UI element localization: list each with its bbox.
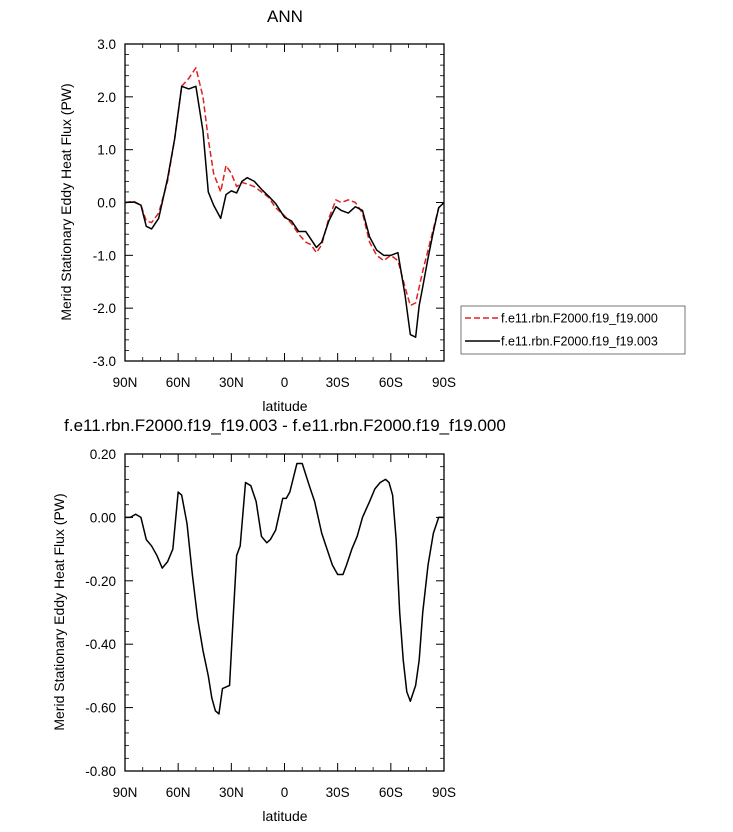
y-tick-label: 0.0 — [97, 196, 116, 211]
top-series-line-1 — [124, 85, 445, 338]
top-y-tick-labels: 3.0 2.0 1.0 0.0 -1.0 -2.0 -3.0 — [93, 37, 116, 369]
x-tick-label: 60N — [166, 785, 191, 800]
legend-label-series-003: f.e11.rbn.F2000.f19_f19.003 — [501, 335, 658, 349]
x-tick-label: 30N — [219, 785, 244, 800]
bottom-plot-frame — [124, 453, 445, 772]
x-tick-label: 30S — [326, 375, 350, 390]
bottom-x-axis-label: latitude — [262, 808, 307, 824]
legend-box — [460, 305, 686, 355]
y-tick-label: 1.0 — [97, 143, 116, 158]
top-axis-ticks — [124, 43, 445, 362]
top-x-axis-label: latitude — [262, 398, 307, 414]
x-tick-label: 30N — [219, 375, 244, 390]
bottom-x-tick-labels: 90N 60N 30N 0 30S 60S 90S — [113, 785, 456, 800]
y-tick-label: -1.0 — [93, 248, 116, 263]
y-tick-label: -0.60 — [85, 701, 116, 716]
bottom-y-tick-labels: 0.20 0.00 -0.20 -0.40 -0.60 -0.80 — [85, 447, 116, 779]
x-tick-label: 0 — [281, 375, 289, 390]
top-panel: ANN 3.0 2.0 1.0 0.0 -1.0 -2.0 -3.0 90N 60N 30N 0 3… — [58, 7, 686, 414]
x-tick-label: 60N — [166, 375, 191, 390]
top-plot-frame — [124, 43, 445, 362]
y-tick-label: -0.80 — [85, 764, 116, 779]
bottom-series-lines — [125, 462, 444, 715]
y-tick-label: -3.0 — [93, 354, 116, 369]
x-tick-label: 30S — [326, 785, 350, 800]
y-tick-label: -0.40 — [85, 637, 116, 652]
bottom-axis-ticks — [124, 453, 445, 772]
y-tick-label: 0.20 — [90, 447, 116, 462]
top-legend: f.e11.rbn.F2000.f19_f19.000 f.e11.rbn.F2… — [460, 305, 686, 355]
bottom-panel: f.e11.rbn.F2000.f19_f19.003 - f.e11.rbn.… — [51, 416, 506, 824]
x-tick-label: 0 — [281, 785, 289, 800]
top-x-tick-labels: 90N 60N 30N 0 30S 60S 90S — [113, 375, 456, 390]
bottom-chart-title: f.e11.rbn.F2000.f19_f19.003 - f.e11.rbn.… — [64, 416, 506, 435]
top-series-line-0 — [124, 67, 445, 307]
y-tick-label: -2.0 — [93, 301, 116, 316]
y-tick-label: -0.20 — [85, 574, 116, 589]
legend-label-series-000: f.e11.rbn.F2000.f19_f19.000 — [501, 312, 658, 326]
y-tick-label: 3.0 — [97, 37, 116, 52]
x-tick-label: 90N — [113, 375, 138, 390]
top-chart-title: ANN — [267, 7, 303, 26]
bottom-y-axis-label: Merid Stationary Eddy Heat Flux (PW) — [51, 493, 67, 730]
x-tick-label: 60S — [379, 785, 403, 800]
x-tick-label: 60S — [379, 375, 403, 390]
x-tick-label: 90S — [432, 375, 456, 390]
top-y-axis-label: Merid Stationary Eddy Heat Flux (PW) — [58, 83, 74, 320]
x-tick-label: 90N — [113, 785, 138, 800]
bottom-series-line-0 — [125, 462, 444, 715]
top-series-lines — [124, 67, 445, 338]
y-tick-label: 0.00 — [90, 510, 116, 525]
x-tick-label: 90S — [432, 785, 456, 800]
y-tick-label: 2.0 — [97, 90, 116, 105]
